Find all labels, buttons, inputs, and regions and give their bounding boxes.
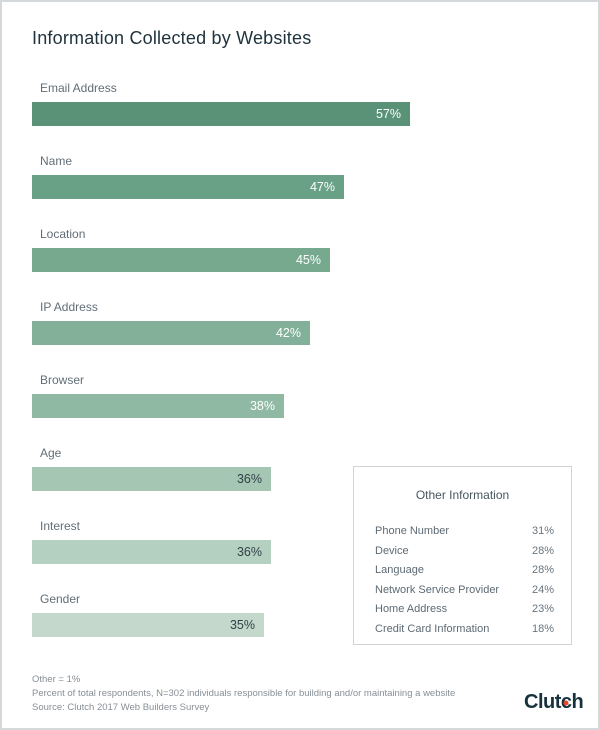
bar: 38% bbox=[32, 394, 284, 418]
bar-row: Name 47% bbox=[32, 154, 572, 199]
other-information-list: Phone Number 31% Device 28% Language 28%… bbox=[375, 522, 554, 639]
logo-text-before: Clut bbox=[524, 691, 561, 713]
other-item-value: 28% bbox=[531, 564, 554, 576]
footnote-source: Source: Clutch 2017 Web Builders Survey bbox=[32, 702, 210, 713]
other-item-value: 24% bbox=[531, 583, 554, 596]
bar-value: 47% bbox=[309, 180, 335, 194]
other-item-label: Phone Number bbox=[375, 525, 449, 537]
bar-row: Browser 38% bbox=[32, 373, 572, 418]
other-information-row: Language 28% bbox=[375, 561, 554, 581]
other-information-row: Credit Card Information 18% bbox=[375, 620, 554, 640]
footnote-respondents: Percent of total respondents, N=302 indi… bbox=[32, 688, 456, 699]
bar-value: 42% bbox=[275, 326, 301, 340]
bar-row: Gender 35% bbox=[32, 592, 572, 637]
other-item-label: Network Service Provider bbox=[375, 583, 500, 596]
chart-title: Information Collected by Websites bbox=[32, 28, 312, 48]
other-information-panel: Other Information Phone Number 31% Devic… bbox=[353, 466, 572, 645]
bar-row: Age 36% bbox=[32, 446, 572, 491]
bar: 47% bbox=[32, 175, 344, 199]
footnotes: Other = 1% Percent of total respondents,… bbox=[32, 673, 455, 715]
other-information-title: Other Information bbox=[415, 488, 510, 502]
other-item-value: 18% bbox=[531, 622, 554, 635]
bar-label: Email Address bbox=[40, 81, 117, 95]
bar-chart: Email Address 57% Name 47% Location 45% … bbox=[32, 81, 572, 665]
bar: 45% bbox=[32, 248, 330, 272]
logo-text-after: h bbox=[571, 691, 584, 713]
footnote-other: Other = 1% bbox=[32, 674, 81, 685]
other-item-value: 28% bbox=[531, 544, 554, 557]
bar-label: Browser bbox=[40, 373, 85, 387]
other-item-label: Credit Card Information bbox=[375, 622, 490, 635]
bar-value: 36% bbox=[236, 545, 262, 559]
bar-value: 35% bbox=[229, 618, 255, 632]
bar-label: Interest bbox=[40, 519, 81, 533]
bar-row: IP Address 42% bbox=[32, 300, 572, 345]
other-item-label: Home Address bbox=[375, 603, 448, 615]
bar-label: IP Address bbox=[40, 300, 98, 314]
bar: 57% bbox=[32, 102, 410, 126]
other-item-label: Device bbox=[375, 544, 409, 557]
bar: 42% bbox=[32, 321, 310, 345]
bar: 36% bbox=[32, 467, 271, 491]
other-item-label: Language bbox=[375, 564, 424, 576]
other-information-row: Phone Number 31% bbox=[375, 522, 554, 542]
bar-value: 36% bbox=[236, 472, 262, 486]
logo-dotted-letter: c bbox=[561, 691, 572, 714]
bar-value: 45% bbox=[295, 253, 321, 267]
bar-label: Name bbox=[40, 154, 73, 168]
bar-label: Age bbox=[40, 446, 62, 460]
bar-value: 38% bbox=[249, 399, 275, 413]
logo-red-dot-icon bbox=[563, 700, 569, 706]
bar-row: Email Address 57% bbox=[32, 81, 572, 126]
other-item-value: 31% bbox=[531, 525, 554, 537]
other-information-row: Device 28% bbox=[375, 542, 554, 562]
clutch-logo: Clutch bbox=[524, 691, 584, 714]
other-information-row: Network Service Provider 24% bbox=[375, 581, 554, 601]
bar-label: Location bbox=[40, 227, 86, 241]
bar-row: Location 45% bbox=[32, 227, 572, 272]
other-item-value: 23% bbox=[531, 603, 554, 615]
bar: 36% bbox=[32, 540, 271, 564]
bar: 35% bbox=[32, 613, 264, 637]
bar-row: Interest 36% bbox=[32, 519, 572, 564]
other-information-row: Home Address 23% bbox=[375, 600, 554, 620]
bar-label: Gender bbox=[40, 592, 81, 606]
bar-value: 57% bbox=[375, 107, 401, 121]
